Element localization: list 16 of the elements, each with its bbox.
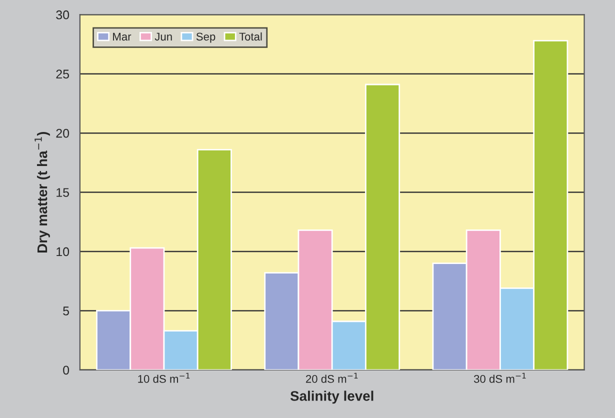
x-tick-label: 20 dS m$^{−1}$ — [306, 372, 358, 383]
y-tick-label: 30 — [56, 10, 70, 20]
y-tick-label: 25 — [56, 70, 70, 78]
legend-label: Jun — [154, 32, 172, 41]
y-tick-label: 15 — [56, 188, 70, 197]
x-tick-label: 30 dS m$^{−1}$ — [474, 372, 526, 383]
x-tick-label: 10 dS m$^{−1}$ — [138, 372, 190, 383]
y-tick-label: 0 — [63, 366, 70, 375]
y-tick-label: 5 — [63, 306, 70, 316]
legend-label: Total — [239, 32, 262, 41]
y-axis-title: Dry matter (t ha$^{−1}$) — [34, 132, 50, 252]
y-tick-label: 10 — [56, 247, 70, 256]
legend-label: Mar — [113, 32, 132, 41]
x-axis-title: Salinity level — [290, 390, 374, 404]
y-tick-label: 20 — [56, 128, 70, 138]
legend-label: Sep — [196, 32, 216, 43]
